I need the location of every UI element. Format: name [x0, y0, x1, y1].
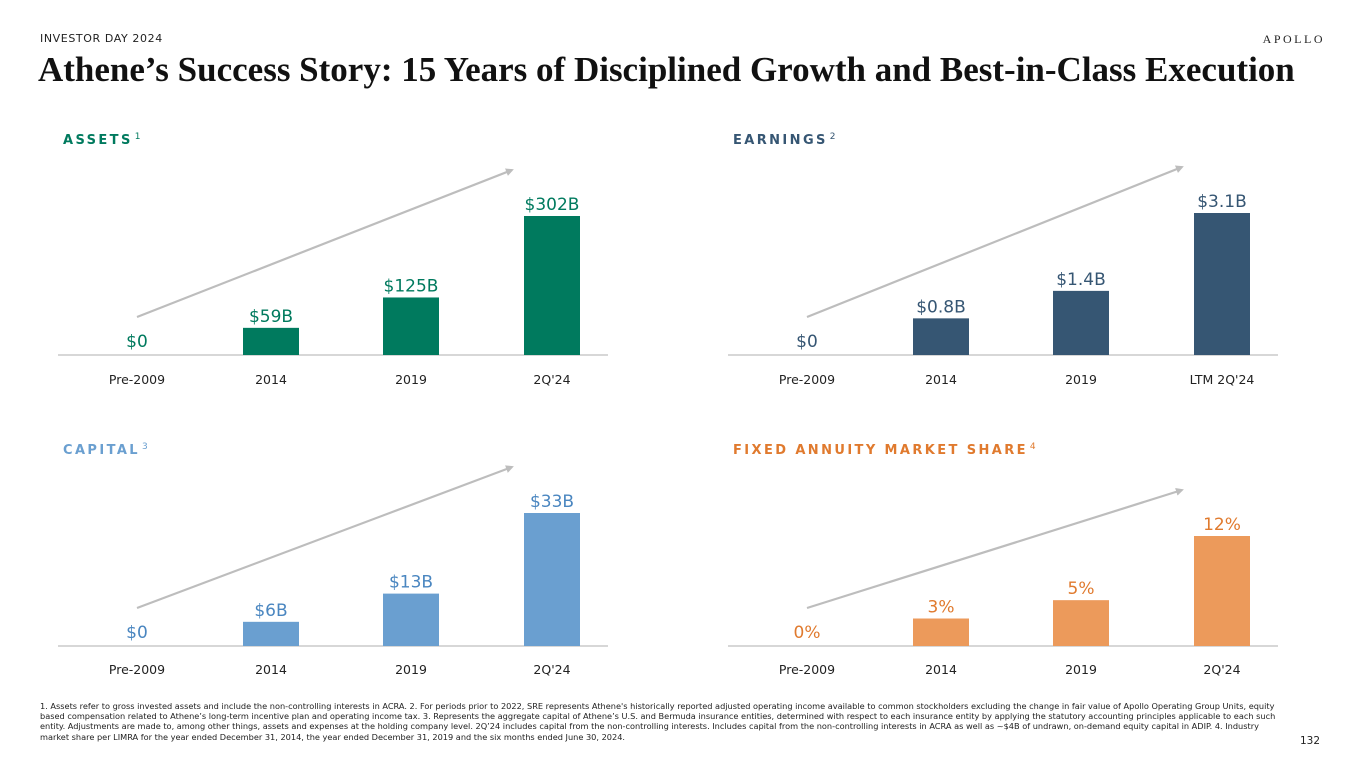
earnings-category-label: 2014 — [925, 372, 957, 387]
earnings-bar — [1053, 290, 1109, 355]
capital-chart-panel: CAPITAL 3 $0 Pre-2009 $6B 2014 $13B 2019 $33B 2Q… — [40, 430, 640, 710]
capital-category-label: 2019 — [395, 662, 427, 677]
capital-footnote-ref: 3 — [141, 442, 148, 452]
assets-data-label: $302B — [525, 195, 580, 215]
market-share-data-label: 5% — [1068, 579, 1095, 599]
capital-data-label: $33B — [530, 492, 574, 512]
earnings-bar — [913, 318, 969, 355]
market-share-chart: 0% Pre-2009 3% 2014 5% 2019 12% 2Q'24 — [728, 487, 1278, 677]
capital-category-label: 2Q'24 — [533, 662, 570, 677]
market-share-category-label: 2014 — [925, 662, 957, 677]
capital-bar — [383, 593, 439, 646]
assets-data-label: $0 — [126, 332, 148, 352]
assets-footnote-ref: 1 — [134, 132, 141, 142]
footnotes: 1. Assets refer to gross invested assets… — [40, 701, 1276, 742]
assets-title-text: ASSETS — [63, 133, 133, 148]
page-number: 132 — [1299, 735, 1320, 747]
capital-bar — [243, 621, 299, 646]
assets-trend-arrow — [136, 168, 514, 319]
assets-chart-panel: ASSETS 1 $0 Pre-2009 $59B 2014 $125B 2019 $302B… — [40, 120, 640, 400]
earnings-category-label: 2019 — [1065, 372, 1097, 387]
event-label: INVESTOR DAY 2024 — [40, 32, 163, 45]
earnings-chart-title: EARNINGS 2 — [733, 132, 836, 148]
earnings-chart-panel: EARNINGS 2 $0 Pre-2009 $0.8B 2014 $1.4B 2019 $3… — [710, 120, 1310, 400]
assets-category-label: 2Q'24 — [533, 372, 570, 387]
assets-category-label: Pre-2009 — [109, 372, 165, 387]
page-title: Athene’s Success Story: 15 Years of Disc… — [38, 50, 1295, 89]
market-share-category-label: Pre-2009 — [779, 662, 835, 677]
earnings-title-text: EARNINGS — [733, 133, 828, 148]
market-share-title-text: FIXED ANNUITY MARKET SHARE — [733, 443, 1028, 458]
assets-category-label: 2019 — [395, 372, 427, 387]
assets-bar — [524, 216, 580, 355]
earnings-footnote-ref: 2 — [829, 132, 836, 142]
earnings-category-label: Pre-2009 — [779, 372, 835, 387]
assets-bar — [243, 327, 299, 355]
capital-title-text: CAPITAL — [63, 443, 140, 458]
capital-bar — [524, 513, 580, 646]
market-share-trend-arrow — [806, 487, 1184, 610]
earnings-data-label: $3.1B — [1197, 192, 1247, 212]
assets-category-label: 2014 — [255, 372, 287, 387]
market-share-data-label: 12% — [1203, 515, 1241, 535]
market-share-data-label: 3% — [928, 598, 955, 618]
assets-data-label: $125B — [384, 276, 439, 296]
assets-data-label: $59B — [249, 307, 293, 327]
earnings-data-label: $0.8B — [916, 297, 966, 317]
assets-bar — [383, 297, 439, 355]
market-share-bar — [913, 618, 969, 646]
earnings-chart: $0 Pre-2009 $0.8B 2014 $1.4B 2019 $3.1B LTM 2Q'… — [728, 165, 1278, 387]
earnings-bar — [1194, 213, 1250, 355]
market-share-footnote-ref: 4 — [1029, 442, 1036, 452]
market-share-chart-title: FIXED ANNUITY MARKET SHARE 4 — [733, 442, 1036, 458]
earnings-data-label: $1.4B — [1056, 270, 1106, 290]
capital-chart: $0 Pre-2009 $6B 2014 $13B 2019 $33B 2Q'24 — [58, 465, 608, 677]
capital-chart-title: CAPITAL 3 — [63, 442, 148, 458]
market-share-data-label: 0% — [794, 623, 821, 643]
capital-data-label: $6B — [254, 601, 287, 621]
earnings-category-label: LTM 2Q'24 — [1190, 372, 1255, 387]
market-share-chart-panel: FIXED ANNUITY MARKET SHARE 4 0% Pre-2009 3%… — [710, 430, 1310, 710]
apollo-logo: APOLLO — [1262, 32, 1325, 46]
assets-chart-title: ASSETS 1 — [63, 132, 140, 148]
market-share-bar — [1053, 600, 1109, 646]
capital-trend-arrow — [136, 465, 514, 610]
market-share-category-label: 2Q'24 — [1203, 662, 1240, 677]
capital-category-label: 2014 — [255, 662, 287, 677]
capital-category-label: Pre-2009 — [109, 662, 165, 677]
earnings-trend-arrow — [806, 165, 1184, 319]
capital-data-label: $13B — [389, 573, 433, 593]
capital-data-label: $0 — [126, 623, 148, 643]
market-share-bar — [1194, 536, 1250, 646]
market-share-category-label: 2019 — [1065, 662, 1097, 677]
earnings-data-label: $0 — [796, 332, 818, 352]
assets-chart: $0 Pre-2009 $59B 2014 $125B 2019 $302B 2Q'24 — [58, 168, 608, 387]
